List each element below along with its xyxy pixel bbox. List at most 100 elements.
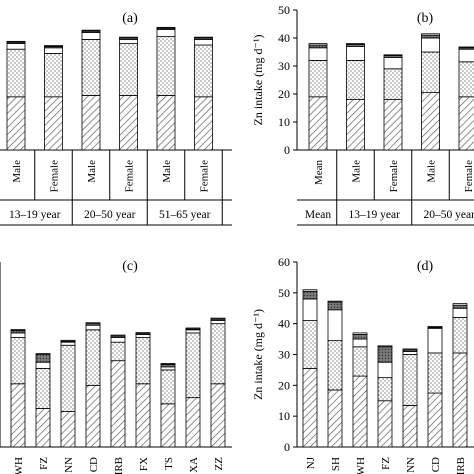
group-label: 20–50 year	[424, 209, 474, 221]
bar-segment	[44, 96, 63, 151]
bar-segment	[10, 383, 26, 448]
bar-segment	[327, 301, 343, 311]
bar-segment	[383, 68, 403, 101]
bar-segment	[346, 99, 365, 151]
group-label: 20–50 year	[84, 209, 136, 221]
bar-segment	[60, 339, 76, 342]
bar-segment	[156, 29, 176, 38]
bar-segment	[402, 354, 418, 406]
x-tick-label: Female	[49, 160, 61, 192]
y-tick-label: 40	[278, 317, 290, 331]
bar-segment	[110, 341, 126, 362]
x-tick-label: CD	[430, 457, 442, 472]
bar-segment	[44, 45, 63, 47]
x-tick-label: XA	[188, 457, 200, 473]
bar-segment	[160, 366, 176, 371]
bar-segment	[85, 329, 101, 386]
bar-segment	[81, 29, 101, 32]
bar-segment	[6, 48, 26, 98]
bar-segment	[156, 26, 176, 29]
bar-segment	[327, 340, 343, 391]
x-tick-label: Male	[11, 160, 23, 183]
x-tick-label: Male	[86, 160, 98, 183]
y-axis-label: Zn intake (mg d⁻¹)	[251, 309, 265, 400]
bar-segment	[452, 352, 468, 448]
bar-segment	[119, 95, 138, 151]
bar-segment	[377, 361, 393, 379]
bar-segment	[421, 34, 440, 39]
group-label: 13–19 year	[9, 209, 61, 221]
y-tick-label: 0	[284, 440, 290, 454]
bar-segment	[458, 48, 474, 63]
x-tick-label: HRB	[455, 457, 467, 474]
bar-segment	[81, 32, 101, 40]
x-tick-label: Mean	[313, 160, 325, 186]
bar-segment	[110, 337, 126, 343]
bar-segment	[119, 43, 138, 96]
x-tick-label: Male	[351, 160, 363, 183]
bar-segment	[377, 377, 393, 402]
bar-segment	[402, 348, 418, 351]
bar-segment	[421, 92, 440, 151]
y-tick-label: 50	[278, 286, 290, 300]
bar-segment	[452, 304, 468, 309]
bar-segment	[421, 37, 440, 53]
bar-segment	[421, 33, 440, 36]
panel-label: (c)	[122, 259, 138, 274]
bar-segment	[60, 344, 76, 412]
bar-segment	[110, 360, 126, 448]
bar-segment	[352, 332, 368, 335]
bar-segment	[327, 309, 343, 342]
bar-segment	[110, 334, 126, 337]
group-label: 13–19 year	[349, 209, 401, 221]
bar-segment	[452, 303, 468, 306]
x-tick-label: Female	[124, 160, 136, 192]
x-tick-label: TS	[163, 457, 175, 470]
bar-segment	[35, 353, 51, 355]
bar-segment	[160, 369, 176, 405]
x-tick-label: SH	[330, 457, 342, 471]
bar-segment	[308, 60, 328, 98]
bar-segment	[302, 290, 318, 300]
bar-segment	[194, 39, 213, 46]
bar-segment	[402, 351, 418, 355]
bar-segment	[458, 46, 474, 49]
bar-segment	[210, 383, 226, 448]
x-tick-label: CD	[88, 457, 100, 472]
x-tick-label: FZ	[38, 457, 50, 470]
panel-c: (c) WH FZ NN CD HRB FX TS XA ZZ	[0, 259, 232, 474]
bar-segment	[156, 36, 176, 96]
bar-segment	[81, 39, 101, 96]
x-tick-label: FX	[138, 457, 150, 471]
bar-segment	[185, 329, 201, 334]
bar-segment	[346, 46, 365, 61]
y-tick-label: 20	[278, 378, 290, 392]
x-tick-label: Male	[426, 160, 438, 183]
y-tick-label: 20	[278, 87, 290, 101]
bar-segment	[135, 334, 151, 338]
bar-segment	[135, 337, 151, 385]
bar-segment	[35, 354, 51, 363]
y-tick-label: 40	[278, 31, 290, 45]
bar-segment	[308, 47, 328, 61]
x-tick-label: Male	[161, 160, 173, 183]
bar-segment	[135, 332, 151, 334]
bar-segment	[308, 43, 328, 46]
group-label: 51–65 year	[159, 209, 211, 221]
bar-segment	[60, 411, 76, 448]
y-tick-label: 10	[278, 115, 290, 129]
bar-segment	[185, 332, 201, 399]
panel-d: (d) 0 10 20 30 40 50 60 Zn intake (mg d⁻¹) NJ SH WH…	[251, 255, 474, 474]
y-tick-label: 50	[278, 3, 290, 17]
x-tick-label: HRB	[113, 457, 125, 474]
x-tick-label: ZZ	[213, 457, 225, 471]
bar-segment	[302, 298, 318, 321]
bar-segment	[427, 326, 443, 328]
y-tick-label: 30	[278, 348, 290, 362]
bar-segment	[85, 322, 101, 325]
bar-segment	[327, 300, 343, 303]
x-tick-label: NN	[63, 457, 75, 473]
bar-segment	[210, 317, 226, 320]
panel-label: (d)	[417, 259, 434, 274]
